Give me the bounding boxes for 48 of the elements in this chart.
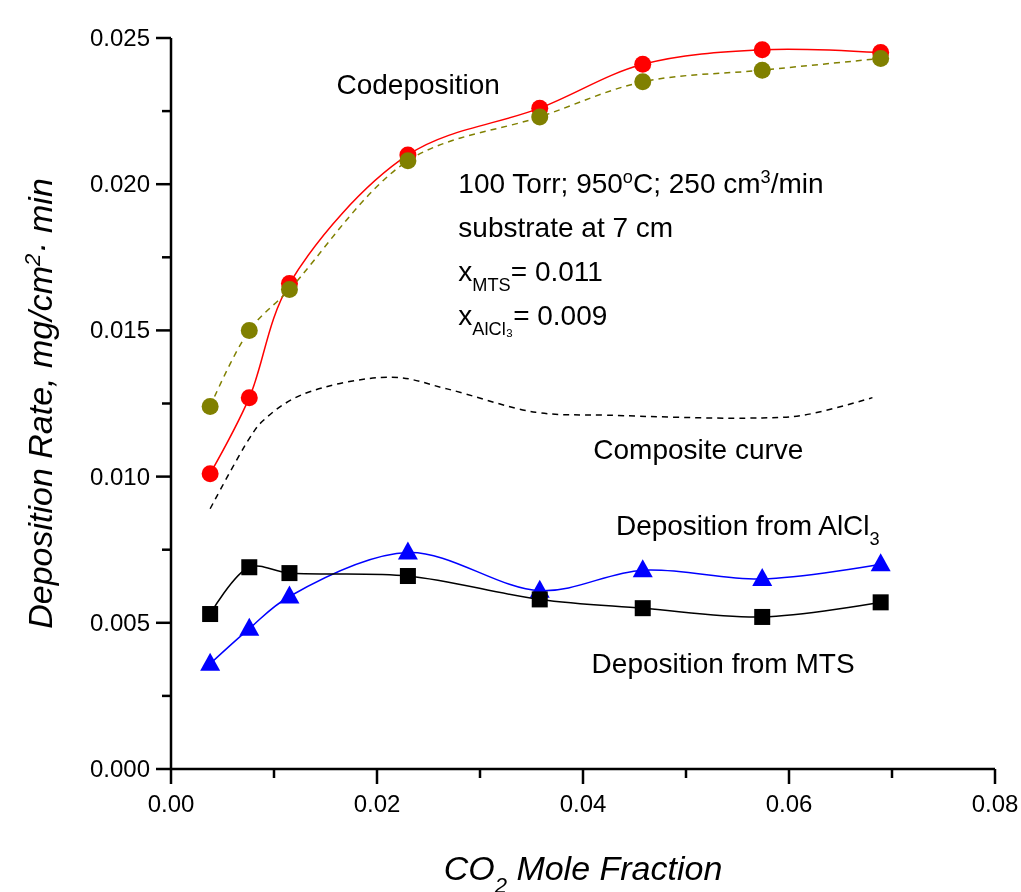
x-tick-label: 0.00 — [147, 790, 195, 817]
y-tick-label: 0.015 — [89, 316, 150, 344]
series-label: Deposition from AlCl$_{3}$ — [615, 510, 880, 550]
x-tick-label: 0.04 — [559, 790, 607, 817]
y-tick-label: 0.020 — [89, 170, 150, 198]
annotation: 100 Torr; 950$^{o}$C; 250 cm$^{3}$/min — [458, 166, 824, 199]
x-tick-label: 0.02 — [353, 790, 401, 817]
point — [752, 567, 773, 586]
series-label: Composite curve — [593, 434, 804, 466]
x-tick-label: 0.08 — [971, 790, 1019, 817]
point — [872, 594, 889, 611]
point — [753, 41, 771, 59]
x-axis-title: CO$_{2}$ Mole Fraction — [443, 849, 723, 892]
point — [634, 73, 652, 91]
series-label: Codeposition — [336, 68, 500, 100]
point — [870, 553, 891, 572]
point — [202, 606, 219, 623]
point — [240, 321, 258, 339]
point — [240, 389, 258, 407]
series-label: Deposition from MTS — [591, 647, 855, 679]
point — [279, 585, 300, 604]
y-tick-label: 0.025 — [89, 24, 150, 51]
line-series — [209, 376, 874, 510]
annotation: x$_{AlCl₃}$= 0.009 — [458, 299, 608, 339]
point — [399, 152, 417, 170]
y-tick-label: 0.010 — [89, 462, 150, 490]
point — [754, 608, 771, 625]
y-tick-label: 0.000 — [89, 755, 150, 782]
point — [239, 617, 260, 636]
point — [872, 49, 890, 67]
annotation: x$_{MTS}$= 0.011 — [458, 255, 603, 295]
point — [634, 600, 651, 617]
point — [241, 559, 258, 576]
y-tick-label: 0.005 — [89, 608, 150, 636]
point — [753, 61, 771, 79]
point — [280, 280, 298, 298]
point — [632, 559, 653, 578]
point — [634, 55, 652, 73]
point — [201, 465, 219, 483]
point — [201, 397, 219, 415]
annotation: substrate at 7 cm — [458, 211, 674, 243]
point — [281, 565, 298, 582]
point — [531, 108, 549, 126]
point — [399, 568, 416, 585]
x-tick-label: 0.06 — [765, 790, 813, 817]
point — [200, 652, 221, 671]
point — [531, 591, 548, 608]
point — [397, 541, 418, 560]
